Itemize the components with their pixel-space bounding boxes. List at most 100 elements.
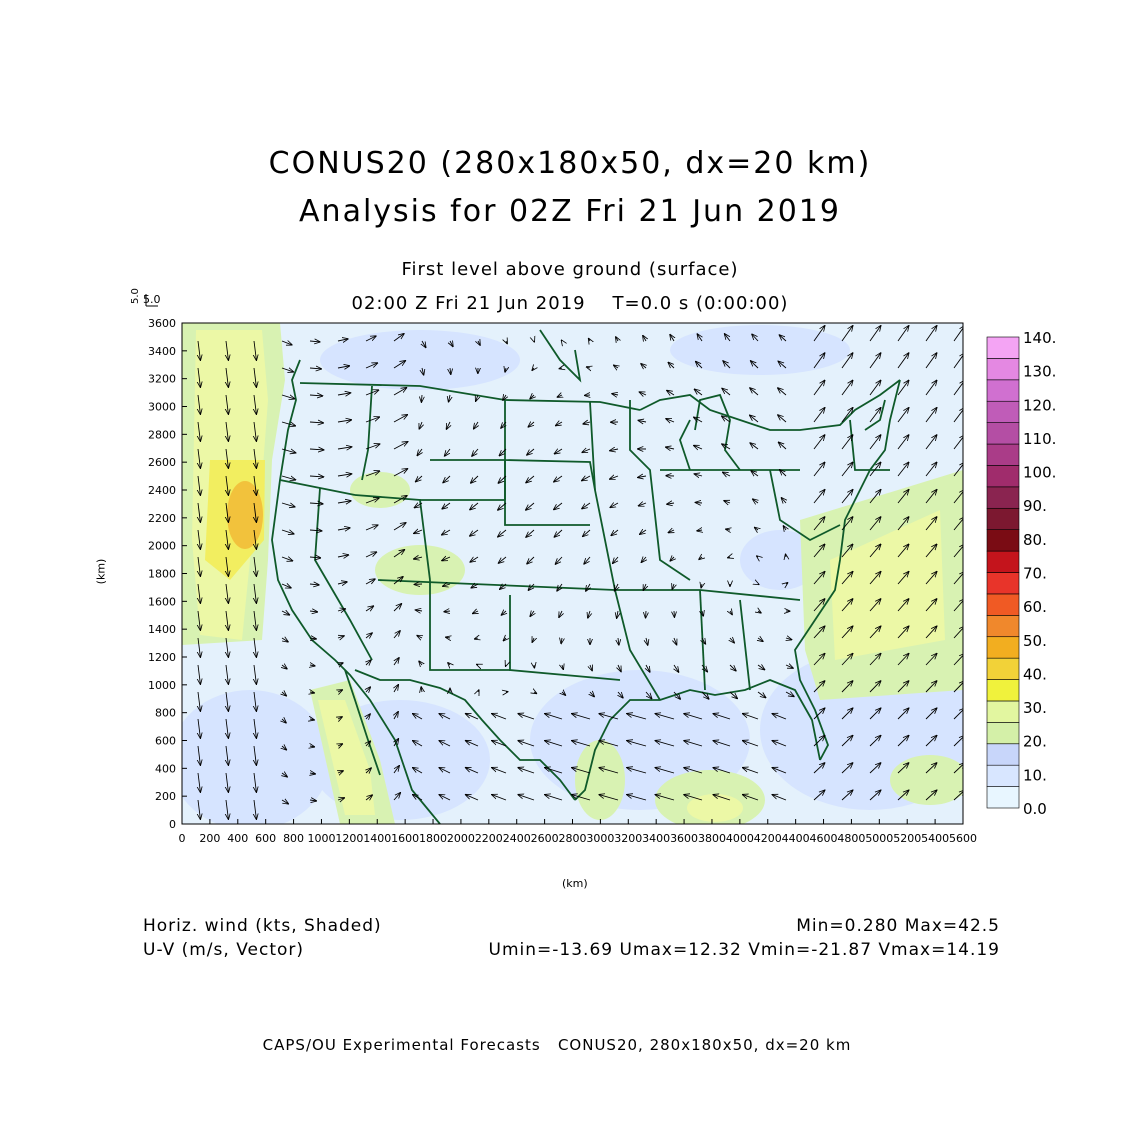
wind-vector — [897, 326, 909, 342]
wind-vector — [198, 691, 200, 711]
wind-vector — [670, 335, 674, 342]
x-tick-label: 4000 — [726, 832, 754, 845]
wind-vector — [310, 719, 314, 720]
wind-vector — [254, 664, 256, 684]
wind-vector — [417, 635, 422, 638]
wind-speed-shading — [182, 323, 963, 824]
wind-vector — [498, 475, 507, 483]
wind-vector — [813, 681, 825, 693]
wind-vector — [254, 718, 256, 738]
wind-vector — [897, 735, 909, 747]
x-tick-label: 200 — [199, 832, 220, 845]
wind-vector — [772, 768, 787, 774]
wind-vector — [925, 517, 937, 531]
wind-vector — [393, 523, 406, 531]
wind-vector — [925, 599, 937, 612]
wind-vector — [813, 544, 825, 558]
wind-vector — [897, 763, 909, 774]
wind-vector — [730, 638, 734, 643]
wind-vector — [751, 471, 759, 476]
wind-vector — [713, 741, 731, 747]
wind-vector — [646, 637, 648, 645]
wind-vector — [554, 502, 563, 510]
plot-subtitle: Analysis for 02Z Fri 21 Jun 2019 — [299, 194, 841, 229]
wind-vector — [393, 469, 408, 477]
wind-vector — [530, 611, 534, 616]
wind-vector — [545, 714, 563, 720]
wind-vector — [554, 529, 563, 537]
colorbar-swatch — [986, 358, 1020, 381]
wind-vector — [897, 353, 909, 369]
colorbar-swatch — [986, 722, 1020, 745]
wind-vector — [365, 606, 374, 611]
wind-vector — [556, 422, 563, 426]
wind-vector — [394, 658, 399, 666]
wind-vector — [586, 583, 590, 591]
wind-vector — [723, 472, 731, 476]
wind-vector — [226, 610, 228, 630]
wind-vector — [413, 714, 423, 720]
wind-vector — [674, 637, 677, 645]
wind-vector — [667, 503, 675, 504]
wind-vector — [416, 475, 423, 482]
colorbar-label: 120. — [1023, 396, 1056, 414]
y-tick-label: 3400 — [148, 345, 176, 358]
wind-vector — [526, 502, 535, 510]
wind-vector — [226, 583, 228, 603]
wind-vector — [897, 708, 909, 720]
wind-vector — [610, 476, 619, 479]
wind-vector — [841, 490, 853, 504]
wind-vector — [841, 763, 853, 774]
x-tick-label: 4400 — [782, 832, 810, 845]
wind-vector — [897, 435, 909, 450]
colorbar-swatch — [986, 465, 1020, 488]
wind-vector — [281, 395, 295, 399]
wind-vector — [572, 795, 591, 801]
wind-vector — [813, 599, 825, 612]
wind-vector — [281, 503, 295, 507]
x-tick-label: 3000 — [586, 832, 614, 845]
wind-vector — [310, 746, 314, 747]
x-tick-label: 2600 — [531, 832, 559, 845]
colorbar-label: 130. — [1023, 363, 1056, 381]
wind-vector — [337, 555, 349, 557]
shaded-field-description: Horiz. wind (kts, Shaded) — [143, 916, 382, 936]
wind-vector — [757, 691, 766, 698]
x-tick-label: 2000 — [447, 832, 475, 845]
wind-vector — [869, 681, 881, 693]
wind-vector — [443, 475, 451, 483]
wind-vector — [786, 583, 788, 584]
coastline-and-borders — [271, 329, 901, 824]
wind-vector — [545, 795, 563, 801]
wind-vector — [492, 714, 507, 720]
wind-vector — [337, 474, 352, 476]
wind-vector — [638, 476, 647, 477]
wind-vector — [722, 416, 731, 423]
wind-vector — [439, 714, 451, 720]
wind-vector — [713, 714, 731, 720]
colorbar-label: 140. — [1023, 329, 1056, 347]
colorbar-swatch — [986, 400, 1020, 423]
wind-vector — [472, 448, 479, 456]
wind-vector — [310, 692, 314, 693]
wind-vector — [813, 572, 825, 585]
wind-vector — [713, 768, 731, 774]
wind-vector — [841, 408, 853, 423]
wind-vector — [582, 449, 591, 452]
wind-vector — [527, 556, 535, 564]
wind-vector — [254, 367, 256, 387]
wind-vector — [613, 556, 618, 563]
wind-vector — [925, 490, 937, 504]
x-tick-label: 400 — [227, 832, 248, 845]
wind-vector — [869, 763, 881, 774]
wind-vector — [419, 421, 422, 429]
wind-vector — [667, 390, 675, 395]
wind-vector — [869, 408, 881, 423]
wind-vectors — [198, 326, 963, 820]
wind-vector — [728, 557, 730, 558]
wind-vector — [226, 448, 228, 468]
wind-vector — [309, 503, 323, 504]
wind-vector — [473, 611, 478, 613]
wind-vector — [254, 772, 256, 792]
wind-vector — [449, 394, 450, 402]
